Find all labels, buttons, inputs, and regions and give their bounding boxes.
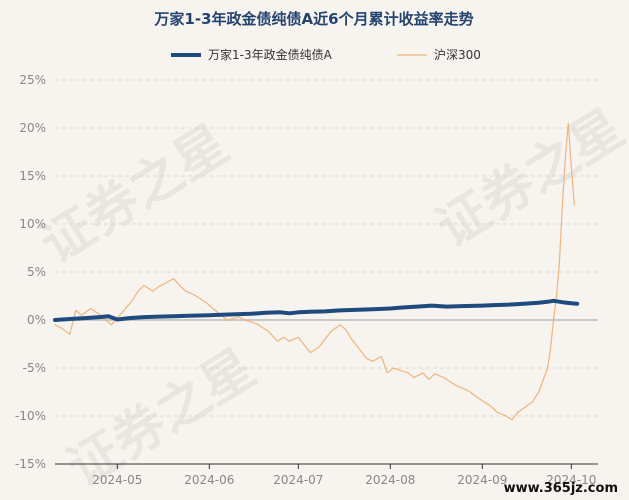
site-watermark: www.365jz.com	[504, 481, 618, 496]
x-tick-label: 2024-09	[457, 473, 507, 487]
watermark-group: 证券之星 证券之星 证券之星	[31, 98, 629, 499]
watermark-text-c: 证券之星	[58, 338, 266, 499]
y-tick-label: 25%	[19, 73, 46, 87]
series-line-1	[54, 122, 575, 421]
x-tick-label: 2024-07	[273, 473, 323, 487]
x-tick-label: 2024-10	[546, 473, 596, 487]
legend-label-series-0: 万家1-3年政金债纯债A	[208, 47, 333, 62]
series-line-0	[53, 298, 580, 322]
x-tick-label: 2024-08	[365, 473, 415, 487]
y-tick-label: -15%	[15, 457, 46, 471]
y-tick-label: 20%	[19, 121, 46, 135]
watermark-text-a: 证券之星	[31, 114, 239, 275]
chart-title: 万家1-3年政金债纯债A近6个月累计收益率走势	[153, 10, 473, 28]
x-tick-label: 2024-05	[92, 473, 142, 487]
y-tick-label: 5%	[27, 265, 46, 279]
y-tick-label: 10%	[19, 217, 46, 231]
y-axis-ticks: 25% 20% 15% 10% 5% 0% -5% -10% -15%	[15, 73, 46, 471]
x-tick-label: 2024-06	[184, 473, 234, 487]
grid-layer	[55, 79, 598, 465]
x-axis-ticks: 2024-05 2024-06 2024-07 2024-08 2024-09 2024-…	[92, 464, 596, 487]
legend: 万家1-3年政金债纯债A 沪深300	[171, 47, 481, 62]
y-tick-label: 0%	[27, 313, 46, 327]
legend-label-series-1: 沪深300	[434, 48, 481, 62]
y-tick-label: -10%	[15, 409, 46, 423]
series-layer	[53, 122, 580, 421]
y-tick-label: 15%	[19, 169, 46, 183]
watermark-text-b: 证券之星	[426, 98, 629, 259]
y-tick-label: -5%	[23, 361, 46, 375]
